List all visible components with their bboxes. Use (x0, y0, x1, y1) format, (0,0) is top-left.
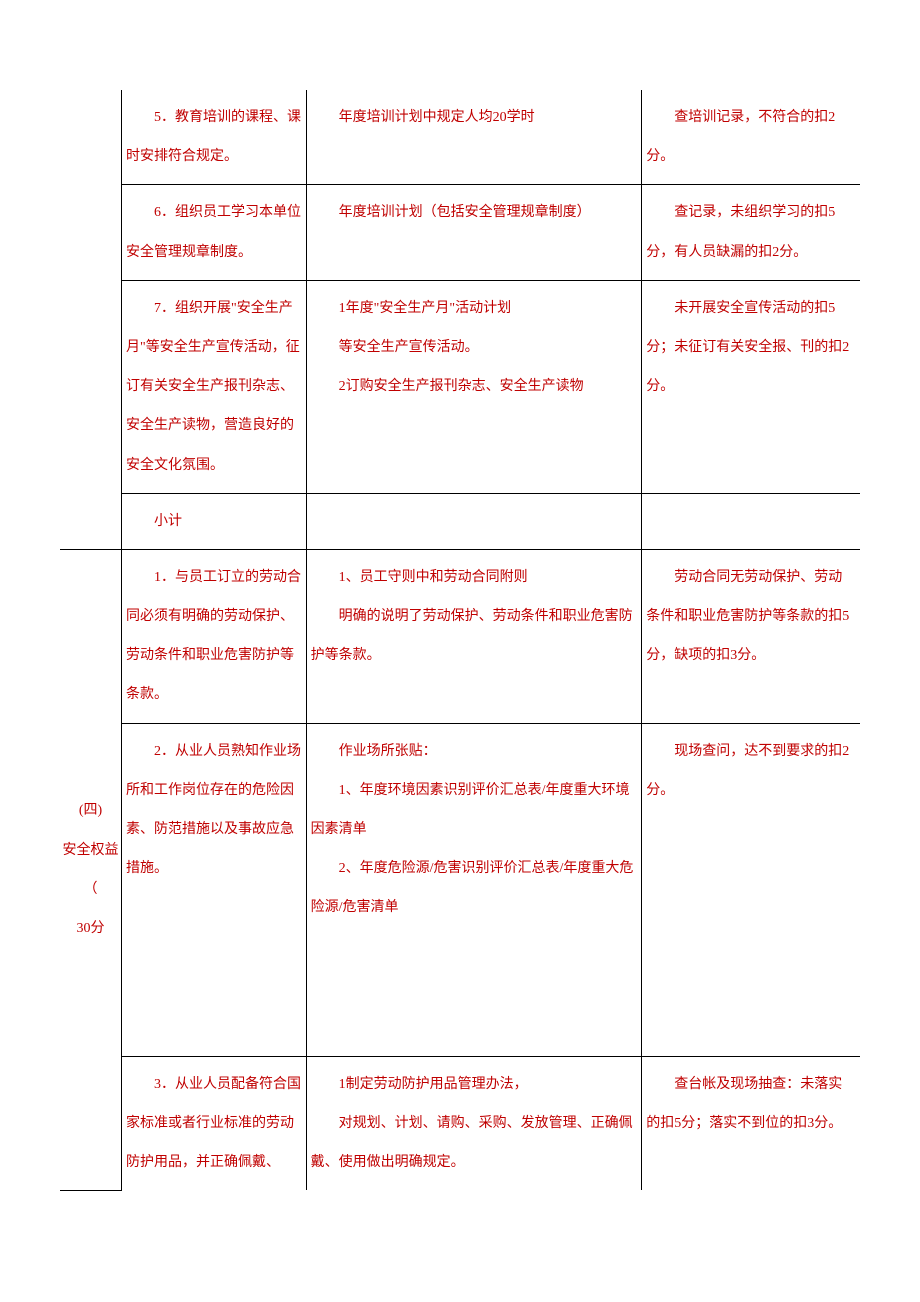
spacer (311, 928, 638, 1048)
subtotal-label: 小计 (126, 502, 302, 541)
scoring-text: 查培训记录，不符合的扣2分。 (646, 98, 856, 176)
evidence-text-p2: 明确的说明了劳动保护、劳动条件和职业危害防护等条款。 (311, 597, 638, 675)
criteria-cell: 6．组织员工学习本单位安全管理规章制度。 (122, 185, 307, 280)
category-paren: （ (62, 870, 119, 909)
scoring-cell: 未开展安全宣传活动的扣5分；未征订有关安全报、刊的扣2分。 (642, 280, 860, 493)
criteria-text: 从业人员配备符合国家标准或者行业标准的劳动防护用品，并正确佩戴、 (126, 1077, 301, 1170)
evidence-cell-empty (306, 493, 642, 549)
evidence-cell: 1年度"安全生产月"活动计划 等安全生产宣传活动。 2订购安全生产报刊杂志、安全… (306, 280, 642, 493)
scoring-cell-empty (642, 493, 860, 549)
criteria-cell: 小计 (122, 493, 307, 549)
category-num: (四) (62, 791, 119, 830)
scoring-cell: 查记录，未组织学习的扣5分，有人员缺漏的扣2分。 (642, 185, 860, 280)
table-row: 3．从业人员配备符合国家标准或者行业标准的劳动防护用品，并正确佩戴、 1制定劳动… (60, 1056, 860, 1190)
evidence-text-p1: 作业场所张贴： (311, 732, 638, 771)
scoring-cell: 劳动合同无劳动保护、劳动条件和职业危害防护等条款的扣5分，缺项的扣3分。 (642, 549, 860, 723)
evidence-text-p3: 2订购安全生产报刊杂志、安全生产读物 (311, 367, 638, 406)
criteria-cell: 7．组织开展"安全生产月"等安全生产宣传活动，征订有关安全生产报刊杂志、安全生产… (122, 280, 307, 493)
category-title: 安全权益 (62, 831, 119, 870)
scoring-text: 现场查问，达不到要求的扣2分。 (646, 732, 856, 810)
scoring-cell: 查台帐及现场抽查：未落实的扣5分；落实不到位的扣3分。 (642, 1056, 860, 1190)
assessment-table: 5．教育培训的课程、课时安排符合规定。 年度培训计划中规定人均20学时 查培训记… (60, 90, 860, 1191)
category-cell: (四) 安全权益 （ 30分 (60, 549, 122, 1190)
evidence-cell: 1制定劳动防护用品管理办法， 对规划、计划、请购、采购、发放管理、正确佩戴、使用… (306, 1056, 642, 1190)
criteria-cell: 5．教育培训的课程、课时安排符合规定。 (122, 90, 307, 185)
evidence-text-p1: 1、员工守则中和劳动合同附则 (311, 558, 638, 597)
criteria-num: 2． (154, 744, 175, 759)
table-row: 6．组织员工学习本单位安全管理规章制度。 年度培训计划（包括安全管理规章制度） … (60, 185, 860, 280)
table-row: (四) 安全权益 （ 30分 1．与员工订立的劳动合同必须有明确的劳动保护、劳动… (60, 549, 860, 723)
scoring-text: 查记录，未组织学习的扣5分，有人员缺漏的扣2分。 (646, 193, 856, 271)
scoring-text: 劳动合同无劳动保护、劳动条件和职业危害防护等条款的扣5分，缺项的扣3分。 (646, 558, 856, 676)
table-row: 5．教育培训的课程、课时安排符合规定。 年度培训计划中规定人均20学时 查培训记… (60, 90, 860, 185)
evidence-text-p2: 等安全生产宣传活动。 (311, 328, 638, 367)
evidence-cell: 年度培训计划（包括安全管理规章制度） (306, 185, 642, 280)
evidence-text-p2: 对规划、计划、请购、采购、发放管理、正确佩戴、使用做出明确规定。 (311, 1104, 638, 1182)
table-row: 7．组织开展"安全生产月"等安全生产宣传活动，征订有关安全生产报刊杂志、安全生产… (60, 280, 860, 493)
scoring-text: 查台帐及现场抽查：未落实的扣5分；落实不到位的扣3分。 (646, 1065, 856, 1143)
criteria-text: 从业人员熟知作业场所和工作岗位存在的危险因素、防范措施以及事故应急措施。 (126, 744, 301, 877)
criteria-num: 6． (154, 205, 175, 220)
table-row-subtotal: 小计 (60, 493, 860, 549)
evidence-text: 年度培训计划（包括安全管理规章制度） (311, 193, 638, 232)
table-row: 2．从业人员熟知作业场所和工作岗位存在的危险因素、防范措施以及事故应急措施。 作… (60, 723, 860, 1056)
category-score: 30分 (62, 909, 119, 948)
scoring-cell: 现场查问，达不到要求的扣2分。 (642, 723, 860, 1056)
criteria-num: 1． (154, 570, 175, 585)
criteria-cell: 2．从业人员熟知作业场所和工作岗位存在的危险因素、防范措施以及事故应急措施。 (122, 723, 307, 1056)
category-cell-empty (60, 90, 122, 549)
criteria-text: 与员工订立的劳动合同必须有明确的劳动保护、劳动条件和职业危害防护等条款。 (126, 570, 301, 703)
evidence-text-p2: 1、年度环境因素识别评价汇总表/年度重大环境因素清单 (311, 771, 638, 849)
criteria-text: 组织开展"安全生产月"等安全生产宣传活动，征订有关安全生产报刊杂志、安全生产读物… (126, 301, 300, 473)
evidence-text-p1: 1制定劳动防护用品管理办法， (311, 1065, 638, 1104)
criteria-text: 教育培训的课程、课时安排符合规定。 (126, 110, 301, 164)
criteria-num: 5． (154, 110, 175, 125)
evidence-text-p3: 2、年度危险源/危害识别评价汇总表/年度重大危险源/危害清单 (311, 849, 638, 927)
criteria-cell: 3．从业人员配备符合国家标准或者行业标准的劳动防护用品，并正确佩戴、 (122, 1056, 307, 1190)
evidence-text: 年度培训计划中规定人均20学时 (311, 98, 638, 137)
criteria-num: 7． (154, 301, 175, 316)
criteria-num: 3． (154, 1077, 175, 1092)
evidence-cell: 1、员工守则中和劳动合同附则 明确的说明了劳动保护、劳动条件和职业危害防护等条款… (306, 549, 642, 723)
scoring-cell: 查培训记录，不符合的扣2分。 (642, 90, 860, 185)
criteria-cell: 1．与员工订立的劳动合同必须有明确的劳动保护、劳动条件和职业危害防护等条款。 (122, 549, 307, 723)
criteria-text: 组织员工学习本单位安全管理规章制度。 (126, 205, 301, 259)
evidence-text-p1: 1年度"安全生产月"活动计划 (311, 289, 638, 328)
scoring-text: 未开展安全宣传活动的扣5分；未征订有关安全报、刊的扣2分。 (646, 289, 856, 407)
evidence-cell: 作业场所张贴： 1、年度环境因素识别评价汇总表/年度重大环境因素清单 2、年度危… (306, 723, 642, 1056)
evidence-cell: 年度培训计划中规定人均20学时 (306, 90, 642, 185)
